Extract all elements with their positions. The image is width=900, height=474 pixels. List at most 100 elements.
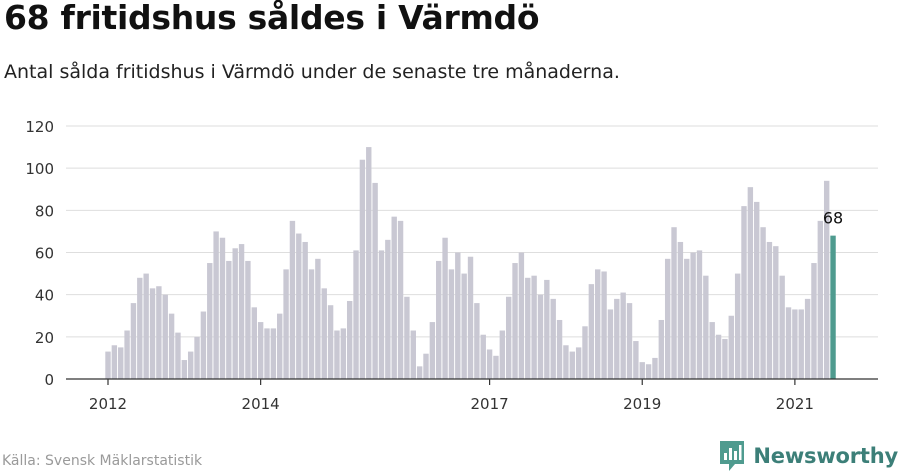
x-tick-label: 2019 [623,395,661,413]
y-tick-label: 40 [35,287,54,305]
bar [213,231,219,379]
bars [105,147,836,380]
bar [302,241,308,379]
bar [569,351,575,379]
bar [156,286,162,379]
bar [804,298,811,379]
y-tick-label: 20 [35,329,54,347]
bar [181,360,188,379]
bar [607,309,614,379]
y-tick-label: 0 [44,371,54,389]
bar [429,322,436,379]
bar [232,248,238,379]
bar [544,279,550,379]
bar [327,305,334,379]
bar [664,258,671,379]
brand-name: Newsworthy [753,444,898,468]
bar [410,330,416,379]
bar-chart: 0 20 40 60 80 100 120 2012 2014 2017 2019 2021 68 [25,118,878,413]
bar [550,298,556,379]
bar [531,275,537,379]
bar [289,220,296,380]
bar [105,351,111,379]
bar [359,159,366,379]
bar [480,334,486,379]
bar [340,328,347,379]
bar [257,322,264,379]
bar [334,330,340,379]
bar [779,275,785,379]
bar [633,341,639,379]
bar [124,330,130,379]
bar [537,294,544,379]
bar [792,309,798,379]
y-tick-label: 80 [35,202,54,220]
bar [366,147,372,379]
y-tick-label: 120 [25,118,54,136]
bar [118,347,124,380]
bar [760,227,766,379]
bar [684,258,690,379]
bar [754,201,760,379]
bar [175,332,181,379]
x-tick-label: 2021 [776,395,814,413]
chart-subtitle: Antal sålda fritidshus i Värmdö under de… [4,61,620,83]
bar [353,250,359,379]
bar [416,366,423,379]
bar [671,227,677,379]
bar [728,315,734,379]
bar [709,322,715,379]
labels: 0 20 40 60 80 100 120 2012 2014 2017 2019 2021 68 [25,118,843,413]
bar [563,345,569,379]
bar [200,311,207,379]
bar [766,241,773,379]
bar [194,336,200,379]
bar [283,269,289,379]
bar [734,273,741,379]
bar [773,246,779,379]
bar [798,309,804,379]
bar [315,258,321,379]
bar [499,330,506,379]
bar [652,357,658,379]
bar [404,296,410,379]
source-note: Källa: Svensk Mäklarstatistik [2,453,203,469]
bar [296,233,302,379]
bar [525,277,531,379]
bar [207,263,213,379]
bar [461,273,467,379]
bar [817,220,824,380]
bar [436,260,442,379]
bar [741,206,747,379]
x-tick-label: 2012 [89,395,127,413]
bar [226,260,232,379]
bar [703,275,709,379]
bar [614,298,620,379]
bar [442,237,448,379]
bar [385,239,391,379]
bar [595,269,601,379]
brand[interactable]: Newsworthy [719,440,898,472]
bar [575,347,582,380]
bar [626,303,633,379]
bar [187,351,194,379]
bar [747,187,754,379]
axes [66,378,878,385]
bar [143,273,149,379]
bar [455,252,461,379]
bar [512,263,518,379]
chart-title: 68 fritidshus såldes i Värmdö [4,0,540,37]
newsworthy-logo-icon [720,441,745,471]
bar [588,284,595,380]
bar [378,250,385,379]
bar [556,319,563,379]
bar [493,355,499,379]
bar [130,303,137,379]
highlight-bar [830,235,836,379]
bar [277,313,283,379]
y-tick-label: 100 [25,160,54,178]
bar [582,326,588,379]
bar [811,263,817,379]
bar [111,345,118,379]
bar [696,250,703,379]
